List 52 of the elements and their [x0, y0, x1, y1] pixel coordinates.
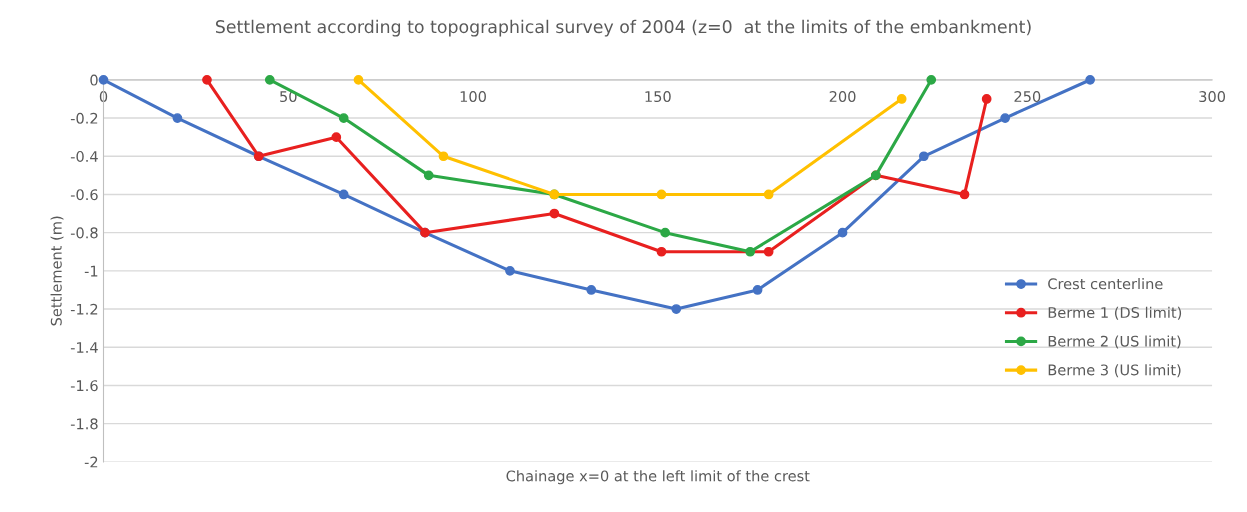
y-tick-label: -1.6 [70, 380, 98, 392]
point [338, 189, 349, 200]
point [671, 304, 682, 314]
point [338, 113, 349, 123]
point [1085, 75, 1096, 85]
point [331, 132, 342, 143]
point [660, 227, 671, 238]
y-tick-label: -0.8 [70, 227, 98, 239]
y-tick-label: -1.2 [70, 303, 98, 315]
y-tick-label: 0 [90, 74, 98, 86]
point [745, 246, 756, 257]
x-tick-label: 250 [1014, 91, 1041, 103]
point [172, 113, 183, 123]
point [1000, 113, 1011, 123]
point [763, 189, 774, 200]
x-tick-label: 100 [460, 91, 486, 103]
point [752, 285, 763, 295]
point [656, 189, 667, 200]
point [202, 75, 212, 85]
point [98, 75, 109, 85]
point [423, 170, 434, 181]
point [896, 94, 907, 104]
point [438, 151, 449, 162]
y-tick-label: -0.6 [70, 189, 98, 201]
x-tick-label: 300 [1199, 91, 1226, 103]
legend-label: Berme 1 (DS limit) [1048, 306, 1182, 320]
x-tick-label: 200 [829, 91, 856, 103]
y-tick-label: -1.8 [70, 418, 98, 430]
point [656, 246, 667, 257]
legend-label: Crest centerline [1048, 278, 1163, 290]
point [505, 265, 515, 276]
y-tick-label: -1.4 [70, 342, 98, 353]
x-axis-title: Chainage x=0 at the left limit of the crest [506, 470, 810, 485]
legend-label: Berme 2 (US limit) [1048, 335, 1181, 349]
y-axis-title: Settlement (m) [50, 216, 64, 326]
point [981, 94, 992, 104]
y-tick-label: -1 [84, 265, 98, 277]
point [918, 151, 929, 162]
point [549, 208, 560, 219]
point [959, 189, 970, 200]
y-tick-label: -0.4 [70, 150, 98, 163]
point [353, 75, 364, 85]
x-tick-label: 150 [645, 91, 671, 103]
point [586, 285, 597, 295]
chart-title: Settlement according to topographical survey of 2004 (z=0 at the limits of the embankment) [215, 19, 1031, 37]
y-tick-label: -2 [84, 456, 98, 468]
y-tick-label: -0.2 [70, 112, 98, 124]
point [264, 75, 275, 85]
point [763, 246, 774, 257]
point [926, 75, 937, 85]
point [837, 227, 848, 238]
legend-label: Berme 3 (US limit) [1048, 364, 1181, 378]
